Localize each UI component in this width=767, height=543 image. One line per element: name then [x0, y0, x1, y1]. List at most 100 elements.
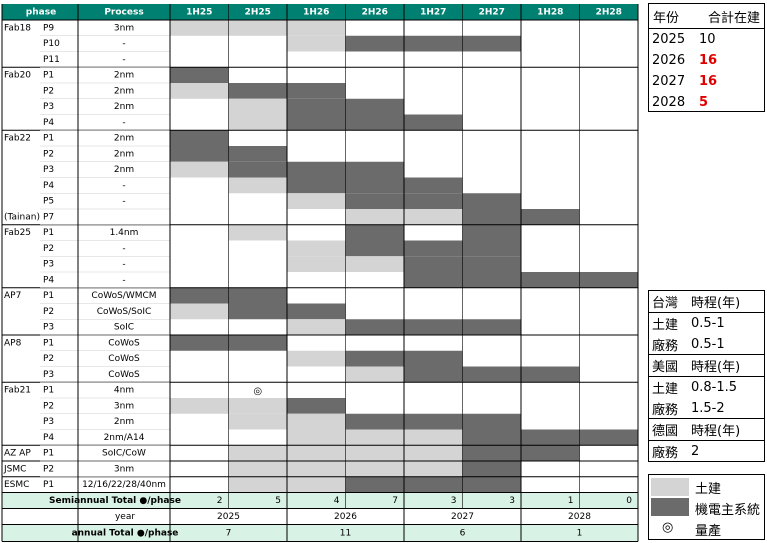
schedule-region: 德國	[652, 424, 679, 439]
gantt-bar	[228, 114, 287, 131]
row-phase-label: P2	[43, 149, 54, 159]
annual-value: 7	[226, 529, 232, 539]
row-phase-label: P3	[43, 165, 54, 175]
annual-value: 11	[340, 529, 351, 539]
gantt-bar	[462, 429, 638, 446]
summary-count: 10	[699, 32, 716, 47]
schedule-header: 時程(年)	[691, 424, 741, 439]
year-value: 2026	[334, 512, 357, 522]
header-phase: phase	[26, 8, 56, 18]
schedule-item: 土建	[652, 382, 679, 397]
row-process-label: 2nm	[114, 149, 134, 159]
gantt-bar	[170, 20, 346, 36]
gantt-bar	[345, 224, 404, 241]
semiannual-value: 7	[392, 496, 398, 506]
schedule-header: 時程(年)	[691, 360, 741, 375]
semiannual-value: 2	[217, 496, 223, 506]
summary-year: 2027	[652, 74, 686, 89]
year-value: 2027	[451, 512, 474, 522]
semiannual-value: 1	[568, 496, 574, 506]
annual-value: 6	[460, 529, 466, 539]
legend-mass-icon: ◎	[662, 520, 674, 535]
row-group-label: JSMC	[3, 464, 26, 474]
row-phase-label: P1	[43, 480, 54, 490]
row-process-label: -	[122, 260, 125, 270]
row-process-label: -	[122, 181, 125, 191]
header-process: Process	[104, 8, 143, 18]
legend-mep-label: 機電主系統	[695, 503, 761, 518]
semiannual-value: 3	[509, 496, 515, 506]
summary-count: 16	[699, 74, 718, 89]
gantt-bar	[170, 83, 229, 99]
schedule-value: 2	[691, 444, 700, 459]
summary-count: 16	[699, 53, 718, 68]
row-process-label: 12/16/22/28/40nm	[82, 480, 166, 490]
summary-count: 5	[699, 95, 709, 110]
legend-panel: 土建 機電主系統 ◎ 量產	[648, 474, 765, 540]
schedule-item: 廠務	[652, 402, 679, 418]
gantt-bar	[345, 366, 404, 383]
legend-swatch-civil	[651, 478, 689, 496]
row-group-label: Fab18	[4, 23, 31, 33]
row-group-label: AP7	[4, 291, 21, 301]
gantt-bar	[345, 240, 521, 257]
row-phase-label: P11	[43, 55, 60, 65]
row-process-label: SoIC	[114, 323, 134, 333]
schedule-header: 時程(年)	[691, 296, 741, 311]
schedule-panel: 台灣 時程(年) 土建 0.5-1 廠務 0.5-1 美國 時程(年) 土建 0.8-1.…	[648, 290, 765, 462]
row-phase-label: P4	[43, 275, 54, 285]
row-group-label: ESMC	[4, 480, 29, 490]
gantt-bar	[170, 67, 229, 83]
row-process-label: CoWoS	[108, 354, 140, 364]
row-phase-label: P10	[43, 39, 60, 49]
gantt-bar	[287, 240, 346, 257]
row-phase-label: P1	[43, 71, 54, 81]
semiannual-value: 0	[626, 496, 632, 506]
gantt-bar	[170, 130, 229, 146]
schedule-item: 土建	[652, 318, 679, 333]
row-process-label: -	[122, 118, 125, 128]
semiannual-value: 5	[275, 496, 281, 506]
gantt-bar	[345, 319, 521, 335]
schedule-value: 0.5-1	[691, 316, 725, 331]
row-process-label: 2nm	[114, 134, 134, 144]
row-process-label: CoWoS/WMCM	[91, 291, 156, 301]
header-period: 2H26	[362, 8, 388, 18]
header-period: 2H27	[479, 8, 505, 18]
schedule-value: 1.5-2	[691, 400, 725, 416]
fab-schedule-gantt: phase Process 1H25 2H25 1H26 2H26 1H27 2H27 1H28…	[1, 4, 639, 542]
row-phase-label: P3	[43, 260, 54, 270]
legend-swatch-mep	[651, 498, 689, 516]
row-phase-label: P3	[43, 102, 54, 112]
row-process-label: 2nm	[114, 86, 134, 96]
schedule-region: 台灣	[652, 296, 679, 311]
schedule-item: 廠務	[652, 446, 679, 461]
row-group-label: (Tainan)	[4, 212, 40, 222]
row-phase-label: P1	[43, 338, 54, 348]
row-phase-label: P1	[43, 291, 54, 301]
gantt-bar	[287, 256, 346, 272]
gantt-bar	[287, 193, 346, 209]
row-process-label: 1.4nm	[110, 228, 139, 238]
row-phase-label: P3	[43, 323, 54, 333]
row-phase-label: P2	[43, 354, 54, 364]
row-phase-label: P2	[43, 244, 54, 254]
row-phase-label: P4	[43, 118, 54, 128]
header-period: 1H27	[420, 8, 446, 18]
annual-row	[2, 524, 638, 542]
row-phase-label: P3	[43, 370, 54, 380]
row-process-label: SoIC/CoW	[102, 449, 146, 459]
semiannual-value: 4	[334, 496, 340, 506]
gantt-bar	[345, 256, 404, 272]
gantt-bar	[287, 398, 346, 414]
row-phase-label: P7	[43, 212, 54, 222]
gantt-bar	[170, 161, 229, 178]
gantt-bar	[404, 366, 580, 383]
row-phase-label: P1	[43, 228, 54, 238]
row-phase-label: P4	[43, 433, 54, 443]
row-process-label: -	[122, 275, 125, 285]
row-process-label: -	[122, 39, 125, 49]
schedule-region: 美國	[652, 360, 679, 375]
row-group-label: Fab25	[4, 228, 31, 238]
row-phase-label: P1	[43, 449, 54, 459]
